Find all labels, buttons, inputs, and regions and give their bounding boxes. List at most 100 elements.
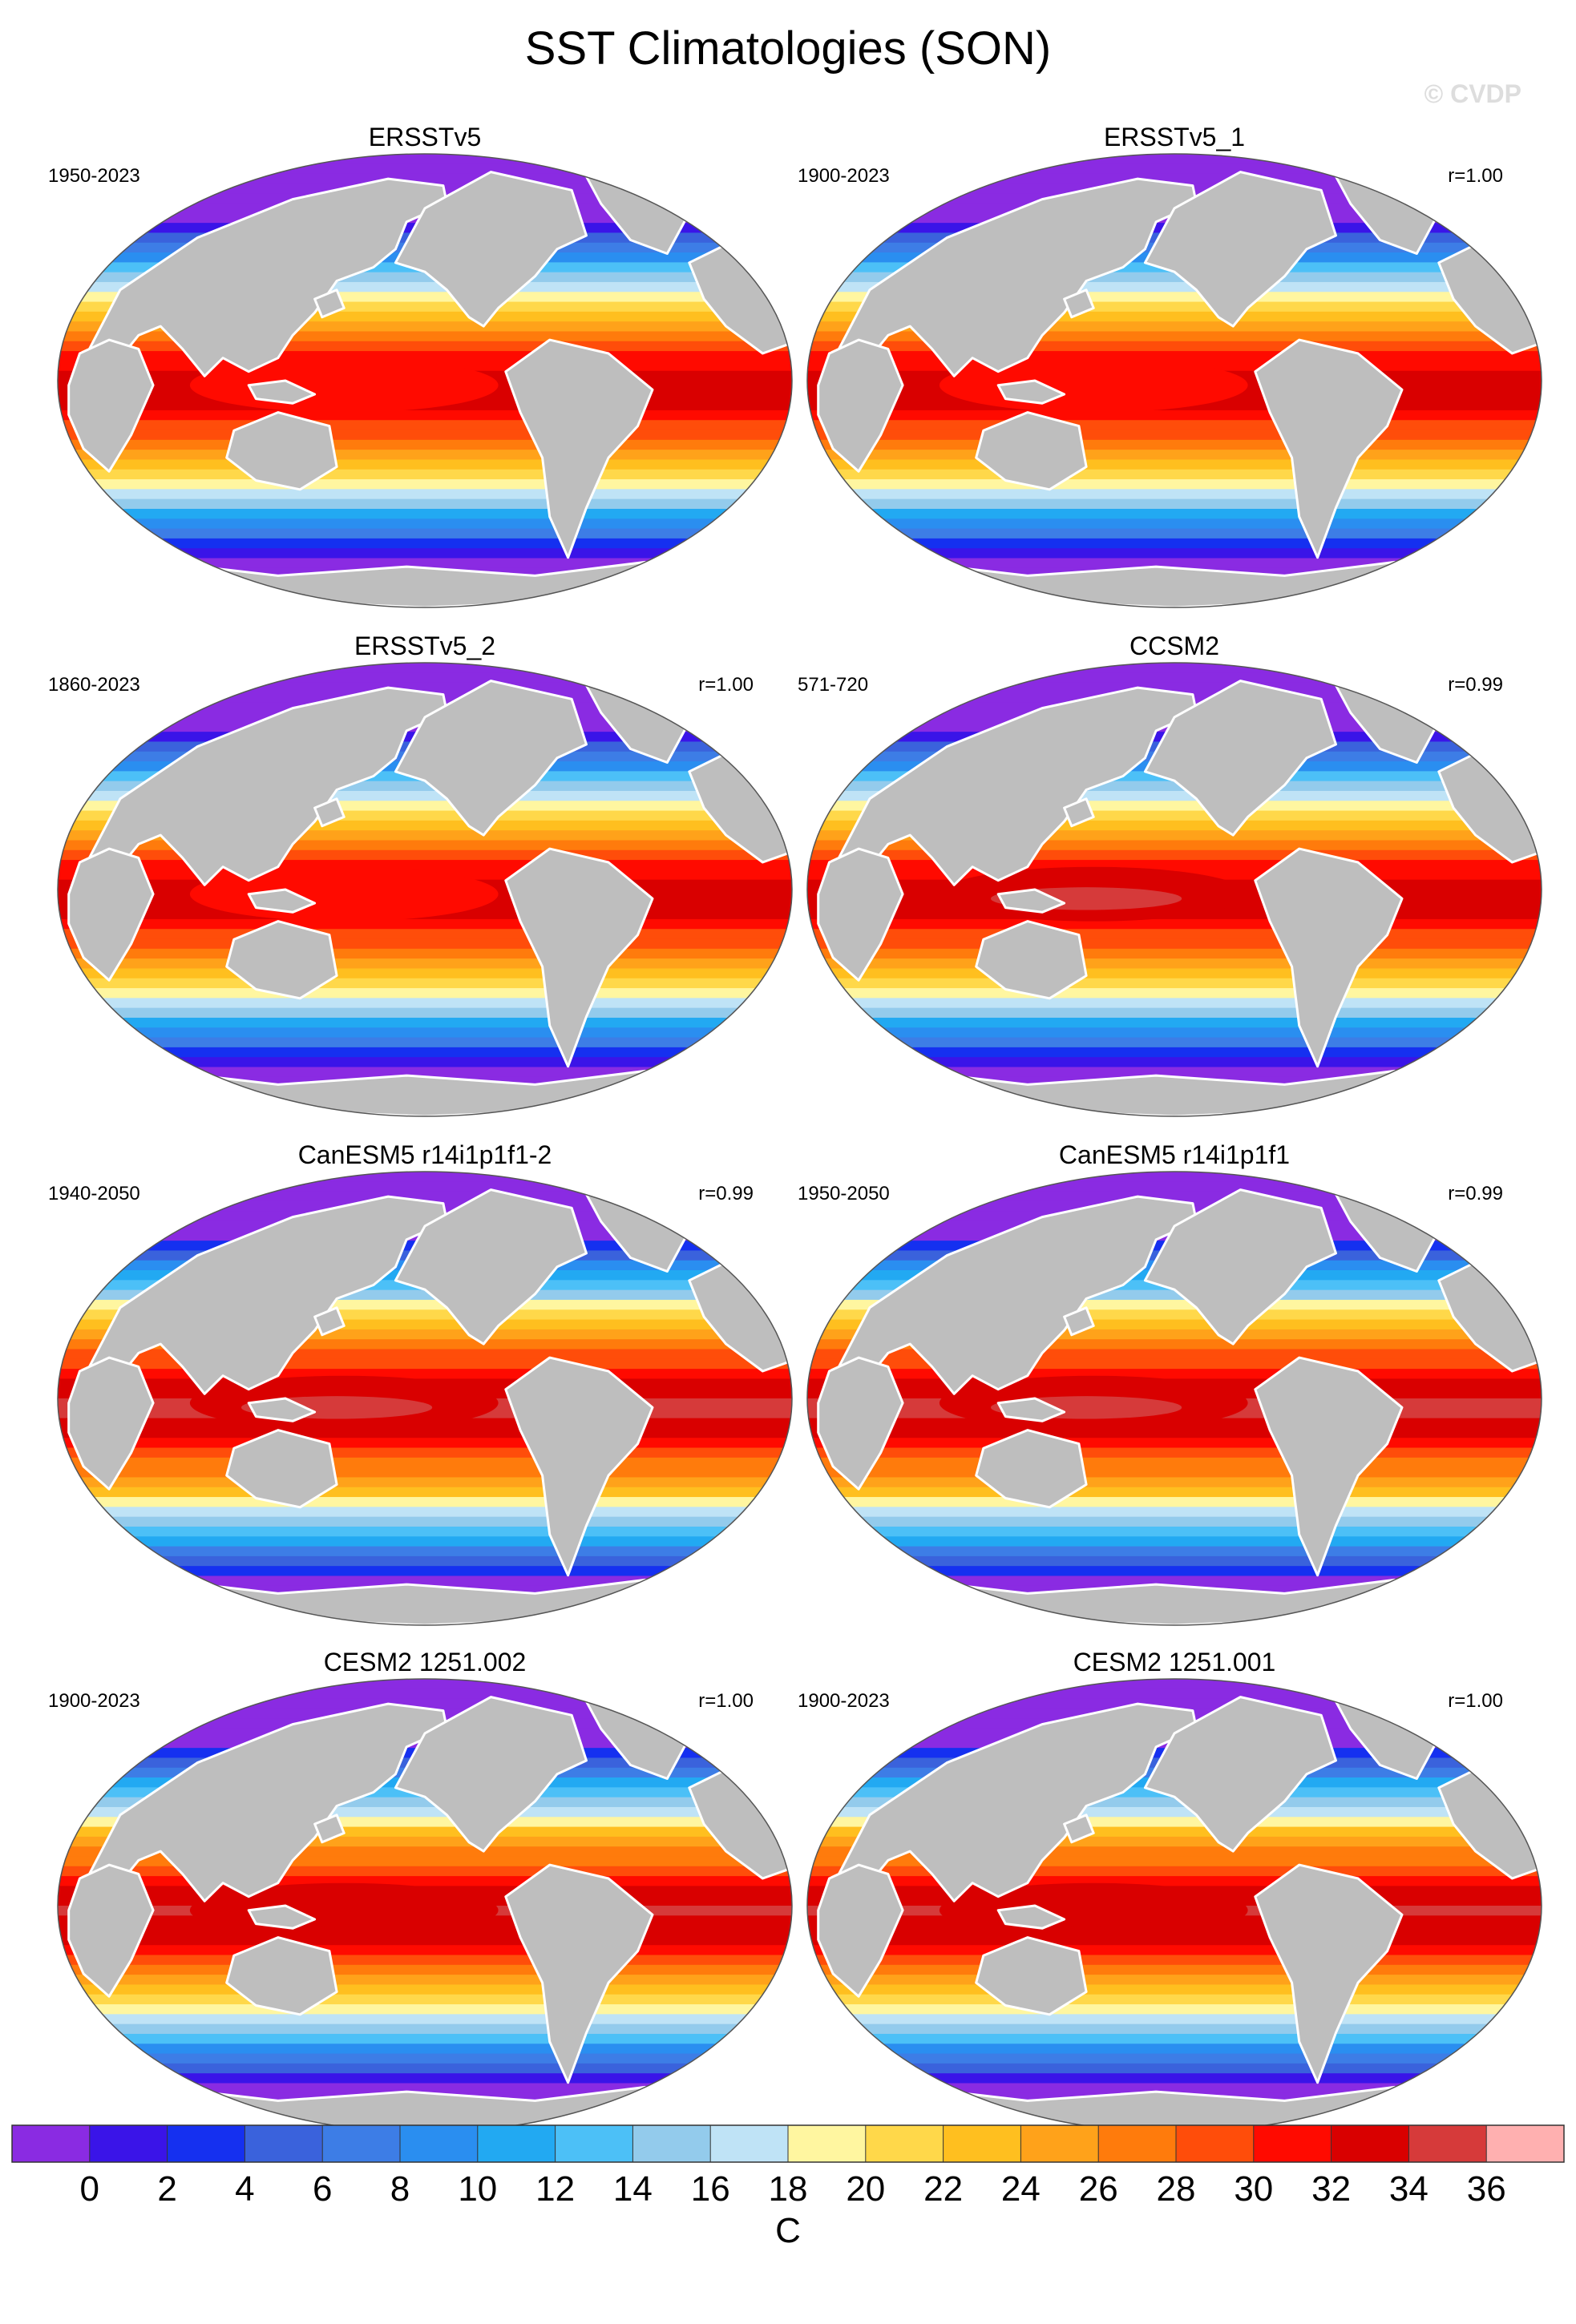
sst-band bbox=[807, 968, 1542, 979]
panel-years: 1900-2023 bbox=[798, 1690, 890, 1712]
panel-years: 1940-2050 bbox=[48, 1183, 140, 1204]
colorbar-swatch bbox=[1408, 2125, 1487, 2162]
sst-band bbox=[807, 351, 1542, 362]
sst-band bbox=[807, 1566, 1542, 1577]
land-australia bbox=[225, 1429, 338, 1509]
sst-band bbox=[807, 518, 1542, 530]
sst-band bbox=[58, 860, 792, 871]
sst-band bbox=[807, 459, 1542, 470]
land-japan bbox=[313, 797, 346, 828]
sst-band bbox=[807, 1037, 1542, 1048]
sst-band bbox=[58, 548, 792, 559]
panel-title: CESM2 1251.002 bbox=[324, 1648, 527, 1676]
sst-band bbox=[807, 528, 1542, 539]
sst-band bbox=[58, 1566, 792, 1577]
sst-band bbox=[58, 420, 792, 431]
sst-band bbox=[807, 450, 1542, 461]
sst-band bbox=[807, 2004, 1542, 2015]
panel-grid: ERSSTv5 1950-2023 ERSSTv5_1 1900-2023 r=1.00… bbox=[48, 123, 1542, 2133]
land-indonesia bbox=[996, 888, 1066, 914]
sst-band bbox=[807, 2073, 1542, 2084]
sst-band bbox=[807, 849, 1542, 861]
colorbar-swatch bbox=[167, 2125, 245, 2162]
sst-band bbox=[807, 1526, 1542, 1538]
sst-band bbox=[807, 978, 1542, 990]
sst-band bbox=[807, 1536, 1542, 1547]
sst-band bbox=[58, 1477, 792, 1488]
sst-band bbox=[807, 489, 1542, 500]
sst-band bbox=[807, 672, 1542, 684]
map-panel: ERSSTv5_2 1860-2023 r=1.00 bbox=[48, 631, 793, 1117]
sst-band bbox=[58, 1516, 792, 1527]
sst-band bbox=[58, 1935, 792, 1947]
sst-band bbox=[807, 479, 1542, 490]
land-japan bbox=[1063, 1306, 1095, 1337]
sst-band bbox=[807, 410, 1542, 422]
land-africa bbox=[67, 338, 155, 473]
sst-band bbox=[58, 1487, 792, 1499]
sst-band bbox=[807, 1964, 1542, 1976]
colorbar-swatch bbox=[400, 2125, 479, 2162]
sst-band bbox=[58, 410, 792, 422]
colorbar-tick-label: 32 bbox=[1311, 2169, 1351, 2209]
colorbar-swatch bbox=[322, 2125, 401, 2162]
map-panel: CESM2 1251.002 1900-2023 r=1.00 bbox=[48, 1648, 793, 2133]
panel-correlation: r=1.00 bbox=[1448, 165, 1503, 187]
land-japan bbox=[1063, 1814, 1095, 1844]
sst-band bbox=[807, 498, 1542, 510]
colorbar-unit: C bbox=[775, 2211, 801, 2250]
sst-band bbox=[58, 1057, 792, 1068]
watermark: © CVDP bbox=[1424, 79, 1521, 108]
colorbar-tick-label: 2 bbox=[157, 2169, 176, 2209]
sst-band bbox=[58, 450, 792, 461]
sst-band bbox=[58, 998, 792, 1009]
sst-band bbox=[58, 1689, 792, 1700]
land-africa bbox=[817, 1356, 904, 1491]
colorbar-swatch bbox=[943, 2125, 1021, 2162]
sst-band bbox=[807, 1984, 1542, 1995]
sst-band bbox=[58, 528, 792, 539]
sst-band bbox=[58, 968, 792, 979]
sst-band bbox=[807, 2063, 1542, 2075]
land-japan bbox=[313, 288, 346, 319]
sst-band bbox=[58, 1975, 792, 1986]
land-africa bbox=[817, 338, 904, 473]
sst-band bbox=[807, 2044, 1542, 2055]
land-namerica bbox=[394, 680, 588, 837]
sst-band bbox=[807, 988, 1542, 999]
colorbar-swatch bbox=[244, 2125, 323, 2162]
sst-band bbox=[807, 1172, 1542, 1183]
colorbar-tick-label: 28 bbox=[1157, 2169, 1196, 2209]
map-frame bbox=[57, 153, 793, 608]
land-namerica bbox=[394, 1696, 588, 1853]
sst-band bbox=[58, 489, 792, 500]
land-japan bbox=[1063, 797, 1095, 828]
panel-title: ERSSTv5_1 bbox=[1104, 123, 1245, 151]
sst-band bbox=[58, 1945, 792, 1956]
sst-band bbox=[58, 1964, 792, 1976]
colorbar-swatch bbox=[788, 2125, 867, 2162]
sst-band bbox=[58, 1358, 792, 1370]
sst-band bbox=[807, 1507, 1542, 1518]
sst-band bbox=[58, 459, 792, 470]
figure-title: SST Climatologies (SON) bbox=[525, 22, 1051, 75]
sst-band bbox=[807, 1477, 1542, 1488]
land-namerica bbox=[1143, 1696, 1337, 1853]
sst-band bbox=[807, 1945, 1542, 1956]
land-namerica bbox=[394, 171, 588, 328]
sst-band bbox=[58, 918, 792, 930]
sst-band bbox=[807, 154, 1542, 165]
sst-band bbox=[807, 439, 1542, 451]
sst-band bbox=[58, 479, 792, 490]
map-panel: CanESM5 r14i1p1f1 1950-2050 r=0.99 bbox=[798, 1140, 1542, 1626]
colorbar-tick-label: 12 bbox=[535, 2169, 575, 2209]
land-samerica bbox=[504, 338, 654, 559]
sst-band bbox=[58, 498, 792, 510]
panel-years: 571-720 bbox=[798, 674, 868, 696]
map-frame bbox=[806, 153, 1542, 608]
land-indonesia bbox=[247, 888, 317, 914]
panel-correlation: r=0.99 bbox=[698, 1183, 754, 1204]
land-australia bbox=[225, 411, 338, 491]
land-australia bbox=[225, 1936, 338, 2016]
